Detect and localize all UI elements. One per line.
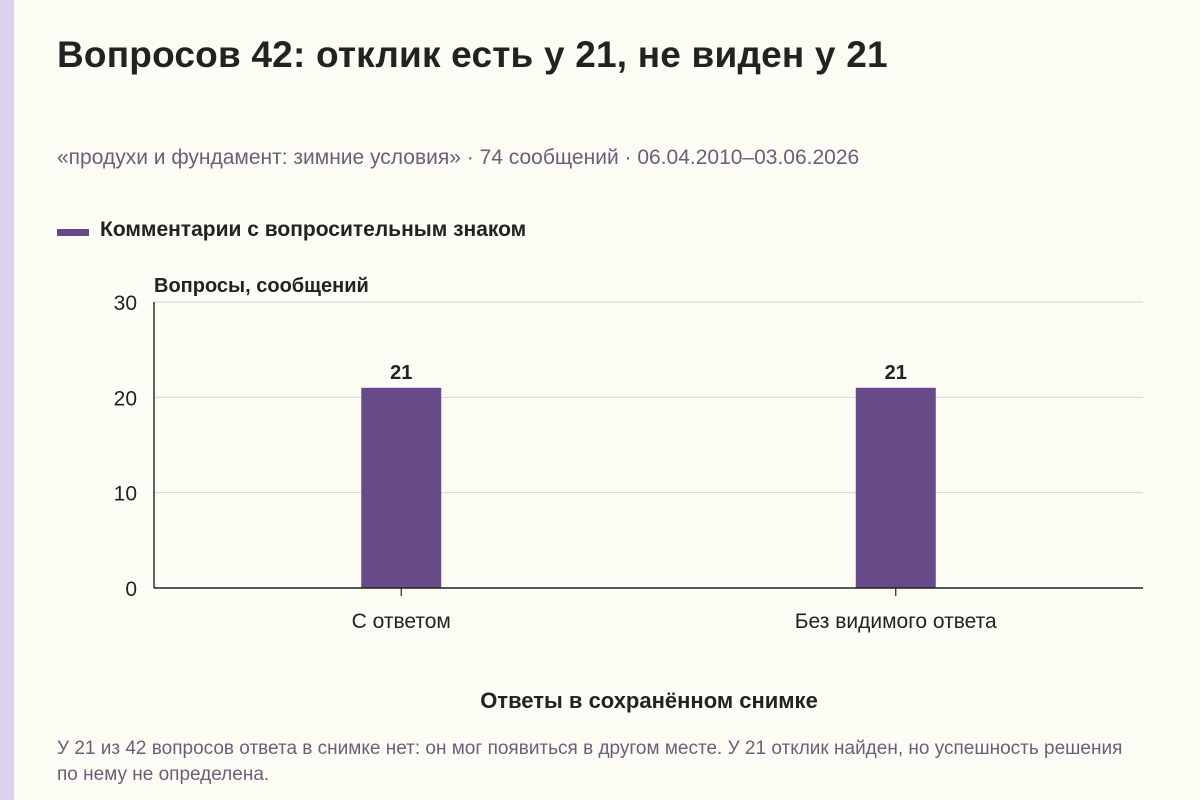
- x-axis-title: Ответы в сохранённом снимке: [480, 688, 818, 713]
- bar: [855, 387, 936, 588]
- chart-title: Вопросов 42: отклик есть у 21, не виден …: [57, 34, 888, 75]
- legend: Комментарии с вопросительным знаком: [57, 218, 526, 242]
- y-axis-title: Вопросы, сообщений: [154, 275, 369, 297]
- accent-bar: [0, 0, 14, 800]
- gridlines: [154, 301, 1143, 494]
- footnote: У 21 из 42 вопросов ответа в снимке нет:…: [57, 738, 1123, 785]
- y-tick-label: 30: [114, 292, 137, 315]
- bar-value-label: 21: [885, 362, 907, 384]
- x-tick-label: С ответом: [352, 610, 451, 633]
- legend-label: Комментарии с вопросительным знаком: [100, 218, 527, 241]
- y-tick-label: 20: [114, 387, 137, 410]
- chart-subtitle: «продухи и фундамент: зимние условия» · …: [57, 146, 860, 169]
- axes: [153, 302, 1143, 596]
- bars: [361, 387, 936, 588]
- bar: [361, 387, 442, 588]
- x-tick-label: Без видимого ответа: [795, 610, 997, 633]
- labels: 0 10 20 30 Вопросы, сообщений 21 С ответом 21 Бе…: [114, 275, 997, 713]
- bar-value-label: 21: [390, 362, 412, 384]
- y-tick-label: 10: [114, 483, 137, 506]
- legend-swatch: [57, 228, 89, 236]
- y-tick-label: 0: [125, 578, 137, 601]
